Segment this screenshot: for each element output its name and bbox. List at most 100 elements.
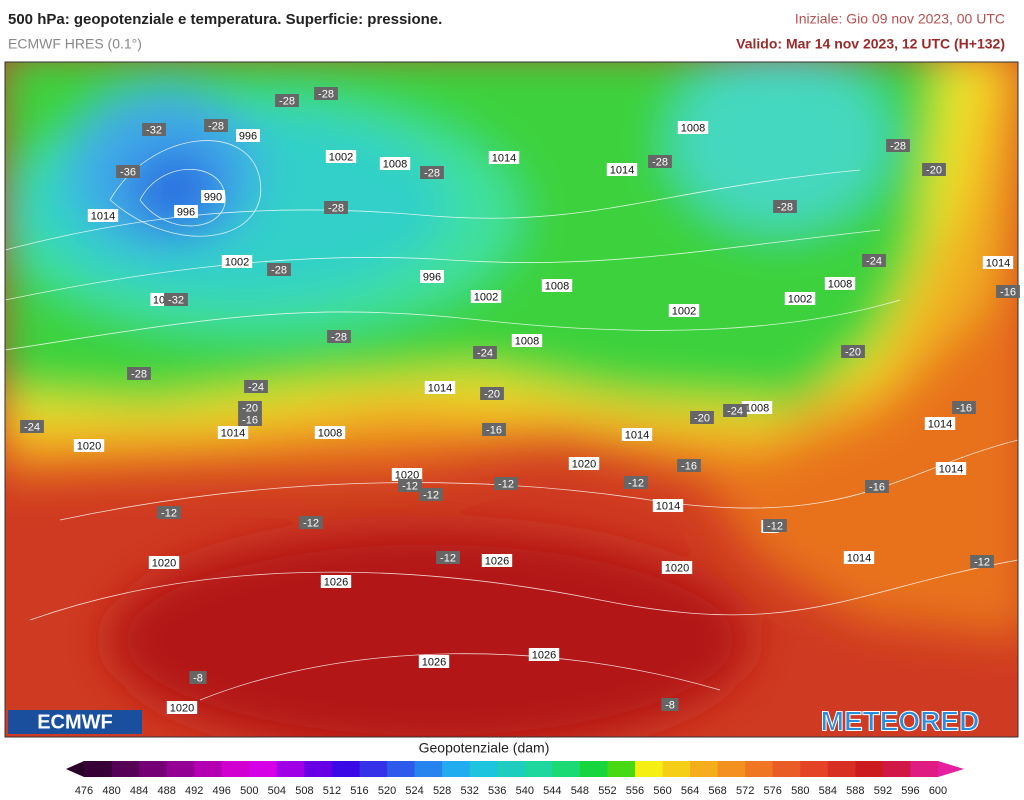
colorbar-segment bbox=[249, 761, 278, 777]
colorbar-segment bbox=[469, 761, 498, 777]
temperature-label: -16 bbox=[486, 424, 502, 436]
colorbar-segment bbox=[855, 761, 884, 777]
pressure-label-box bbox=[470, 290, 502, 303]
pressure-label: 1020 bbox=[572, 458, 596, 470]
temperature-label: -28 bbox=[777, 201, 793, 213]
colorbar-tick-label: 556 bbox=[626, 785, 644, 797]
temperature-label: -20 bbox=[242, 402, 258, 414]
temperature-label-box bbox=[690, 411, 714, 424]
pressure-label: 1014 bbox=[986, 257, 1010, 269]
colorbar-segment bbox=[745, 761, 774, 777]
temperature-label-box bbox=[494, 477, 518, 490]
temperature-label: -16 bbox=[956, 402, 972, 414]
temperature-label-box bbox=[164, 293, 188, 306]
temperature-label-box bbox=[204, 119, 228, 132]
colorbar-segment bbox=[442, 761, 471, 777]
pressure-label: 1026 bbox=[324, 576, 348, 588]
colorbar-tick-label: 520 bbox=[378, 785, 396, 797]
colorbar-tick-label: 544 bbox=[543, 785, 561, 797]
temperature-label-box bbox=[473, 346, 497, 359]
temperature-label-box bbox=[142, 123, 166, 136]
pressure-label: 1026 bbox=[532, 649, 556, 661]
pressure-label: 1026 bbox=[422, 656, 446, 668]
temperature-label-box bbox=[419, 488, 443, 501]
colorbar-segment bbox=[882, 761, 911, 777]
temperature-label: -24 bbox=[727, 405, 743, 417]
pressure-label: 1008 bbox=[318, 427, 342, 439]
pressure-label-box bbox=[843, 551, 875, 564]
pressure-label-box bbox=[824, 277, 856, 290]
temperature-label-box bbox=[952, 401, 976, 414]
pressure-label-box bbox=[661, 561, 693, 574]
temperature-label: -24 bbox=[477, 347, 493, 359]
temperature-label: -12 bbox=[161, 507, 177, 519]
pressure-label-box bbox=[166, 701, 198, 714]
colorbar-segment bbox=[139, 761, 168, 777]
temperature-label: -24 bbox=[24, 421, 40, 433]
logo-right: METEORED bbox=[821, 705, 980, 736]
temperature-label: -28 bbox=[131, 368, 147, 380]
colorbar-segment bbox=[414, 761, 443, 777]
pressure-label-box bbox=[424, 381, 456, 394]
temperature-label-box bbox=[841, 345, 865, 358]
colorbar-segment bbox=[304, 761, 333, 777]
temperature-label-box bbox=[157, 506, 181, 519]
colorbar-tick-label: 516 bbox=[350, 785, 368, 797]
pressure-label-box bbox=[488, 151, 520, 164]
temperature-label-box bbox=[624, 476, 648, 489]
colorbar-segment bbox=[331, 761, 360, 777]
temperature-label-box bbox=[314, 87, 338, 100]
pressure-label: 990 bbox=[204, 191, 222, 203]
colorbar-segment bbox=[221, 761, 250, 777]
pressure-label-box bbox=[784, 292, 816, 305]
temperature-label-box bbox=[299, 516, 323, 529]
pressure-label-box bbox=[314, 426, 346, 439]
temperature-label-box bbox=[661, 698, 679, 711]
pressure-label: 1020 bbox=[395, 469, 419, 481]
temperature-label-box bbox=[238, 401, 262, 414]
colorbar-tick-label: 476 bbox=[75, 785, 93, 797]
temperature-label: -16 bbox=[869, 481, 885, 493]
temperature-label: -12 bbox=[440, 552, 456, 564]
pressure-label-box bbox=[236, 129, 260, 142]
temperature-label-box bbox=[436, 551, 460, 564]
colorbar-segment bbox=[579, 761, 608, 777]
pressure-label: 1020 bbox=[77, 440, 101, 452]
pressure-label: 1014 bbox=[656, 500, 680, 512]
pressure-label: 1014 bbox=[939, 463, 963, 475]
temperature-label: -20 bbox=[845, 346, 861, 358]
pressure-label: 996 bbox=[177, 206, 195, 218]
temperature-label: -28 bbox=[271, 264, 287, 276]
temperature-label: -16 bbox=[242, 414, 258, 426]
temperature-label-box bbox=[677, 459, 701, 472]
colorbar-segment bbox=[690, 761, 719, 777]
pressure-label-box bbox=[379, 157, 411, 170]
temperature-label-box bbox=[116, 165, 140, 178]
temperature-label: -12 bbox=[402, 480, 418, 492]
colorbar: 476 480 484 488 492 496 500 504 508 512 516 520 524 5… bbox=[66, 761, 964, 797]
temperature-label-box bbox=[996, 285, 1020, 298]
colorbar-segment bbox=[111, 761, 140, 777]
pressure-label-box bbox=[221, 255, 253, 268]
temperature-label-box bbox=[723, 404, 747, 417]
pressure-label-box bbox=[568, 457, 600, 470]
colorbar-tick-label: 536 bbox=[488, 785, 506, 797]
colorbar-tick-label: 580 bbox=[791, 785, 809, 797]
temperature-label-box bbox=[420, 166, 444, 179]
colorbar-segment bbox=[387, 761, 416, 777]
pressure-label: 1026 bbox=[485, 555, 509, 567]
temperature-label: -12 bbox=[423, 489, 439, 501]
temperature-label-box bbox=[189, 671, 207, 684]
temperature-label: -12 bbox=[628, 477, 644, 489]
init-time: Iniziale: Gio 09 nov 2023, 00 UTC bbox=[795, 11, 1005, 27]
colorbar-end bbox=[66, 761, 84, 777]
temperature-label-box bbox=[275, 94, 299, 107]
temperature-label: -8 bbox=[193, 672, 203, 684]
colorbar-tick-label: 560 bbox=[653, 785, 671, 797]
colorbar-segment bbox=[910, 761, 939, 777]
temperature-label: -28 bbox=[331, 331, 347, 343]
pressure-label-box bbox=[621, 428, 653, 441]
temperature-label: -24 bbox=[248, 381, 264, 393]
pressure-label: 1014 bbox=[610, 164, 634, 176]
colorbar-tick-label: 480 bbox=[102, 785, 120, 797]
